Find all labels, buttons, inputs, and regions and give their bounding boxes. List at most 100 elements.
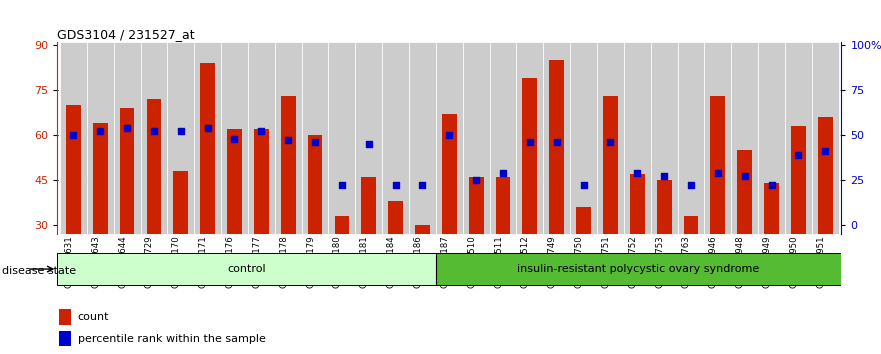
Point xyxy=(442,132,456,138)
Text: GSM156946: GSM156946 xyxy=(709,235,718,288)
FancyBboxPatch shape xyxy=(60,42,87,234)
FancyBboxPatch shape xyxy=(355,42,382,234)
FancyBboxPatch shape xyxy=(382,42,409,234)
Bar xyxy=(630,174,645,234)
Bar xyxy=(200,63,215,234)
FancyBboxPatch shape xyxy=(194,42,221,234)
Text: disease state: disease state xyxy=(2,266,76,276)
Point xyxy=(550,139,564,145)
Bar xyxy=(361,177,376,234)
Point xyxy=(711,170,725,176)
Bar xyxy=(281,96,296,234)
Point xyxy=(281,138,295,143)
Bar xyxy=(254,129,269,234)
FancyBboxPatch shape xyxy=(409,42,436,234)
FancyBboxPatch shape xyxy=(759,42,785,234)
FancyBboxPatch shape xyxy=(544,42,570,234)
Bar xyxy=(576,207,591,234)
Point xyxy=(684,182,698,188)
Text: percentile rank within the sample: percentile rank within the sample xyxy=(78,333,265,344)
FancyBboxPatch shape xyxy=(301,42,329,234)
Point xyxy=(791,152,805,158)
Text: count: count xyxy=(78,312,109,322)
Point xyxy=(576,182,590,188)
Point xyxy=(496,170,510,176)
Point xyxy=(201,125,215,131)
FancyBboxPatch shape xyxy=(811,42,839,234)
Point xyxy=(174,129,188,134)
FancyBboxPatch shape xyxy=(114,42,140,234)
Text: GSM156184: GSM156184 xyxy=(387,235,396,288)
Bar xyxy=(656,180,671,234)
Bar xyxy=(174,171,189,234)
FancyBboxPatch shape xyxy=(570,42,597,234)
FancyBboxPatch shape xyxy=(651,42,677,234)
Bar xyxy=(436,253,841,285)
FancyBboxPatch shape xyxy=(87,42,114,234)
Text: GSM156749: GSM156749 xyxy=(548,235,557,288)
Text: GSM156176: GSM156176 xyxy=(226,235,234,288)
FancyBboxPatch shape xyxy=(677,42,705,234)
FancyBboxPatch shape xyxy=(705,42,731,234)
Text: GSM156170: GSM156170 xyxy=(172,235,181,288)
Point xyxy=(362,141,376,147)
Text: GSM156753: GSM156753 xyxy=(655,235,664,288)
Text: GSM156511: GSM156511 xyxy=(494,235,503,288)
Point xyxy=(147,129,161,134)
Text: GSM156949: GSM156949 xyxy=(763,235,772,288)
Text: GSM156179: GSM156179 xyxy=(306,235,315,288)
Text: insulin-resistant polycystic ovary syndrome: insulin-resistant polycystic ovary syndr… xyxy=(517,264,759,274)
Bar xyxy=(335,216,349,234)
Text: GDS3104 / 231527_at: GDS3104 / 231527_at xyxy=(57,28,195,41)
Bar xyxy=(59,309,71,325)
Point xyxy=(522,139,537,145)
FancyBboxPatch shape xyxy=(490,42,516,234)
Point xyxy=(308,139,322,145)
Text: GSM156177: GSM156177 xyxy=(252,235,262,288)
Text: GSM156178: GSM156178 xyxy=(279,235,288,288)
Bar xyxy=(684,216,699,234)
Text: GSM156948: GSM156948 xyxy=(736,235,744,288)
Text: GSM156752: GSM156752 xyxy=(628,235,637,288)
Point xyxy=(765,182,779,188)
FancyBboxPatch shape xyxy=(329,42,355,234)
FancyBboxPatch shape xyxy=(463,42,490,234)
Bar xyxy=(307,135,322,234)
Text: GSM156950: GSM156950 xyxy=(789,235,798,288)
Bar xyxy=(764,183,779,234)
Text: GSM155631: GSM155631 xyxy=(64,235,73,288)
FancyBboxPatch shape xyxy=(275,42,301,234)
Bar xyxy=(146,99,161,234)
Text: GSM156750: GSM156750 xyxy=(574,235,583,288)
FancyBboxPatch shape xyxy=(436,42,463,234)
FancyBboxPatch shape xyxy=(731,42,759,234)
Text: GSM155729: GSM155729 xyxy=(145,235,154,288)
Text: GSM156512: GSM156512 xyxy=(521,235,529,288)
Point xyxy=(630,170,644,176)
FancyBboxPatch shape xyxy=(624,42,651,234)
Text: GSM156181: GSM156181 xyxy=(359,235,369,288)
Bar xyxy=(120,108,135,234)
Bar xyxy=(227,129,242,234)
Bar xyxy=(710,96,725,234)
Bar xyxy=(818,117,833,234)
Bar xyxy=(415,225,430,234)
Bar xyxy=(550,61,564,234)
Bar xyxy=(791,126,806,234)
FancyBboxPatch shape xyxy=(248,42,275,234)
Point xyxy=(416,182,430,188)
FancyBboxPatch shape xyxy=(516,42,544,234)
FancyBboxPatch shape xyxy=(221,42,248,234)
Bar xyxy=(66,105,81,234)
Point xyxy=(66,132,80,138)
Bar xyxy=(57,253,436,285)
Text: GSM156763: GSM156763 xyxy=(682,235,691,288)
Point xyxy=(818,148,833,154)
Text: GSM156186: GSM156186 xyxy=(413,235,423,288)
Text: GSM156171: GSM156171 xyxy=(198,235,208,288)
Bar xyxy=(469,177,484,234)
FancyBboxPatch shape xyxy=(167,42,194,234)
Bar xyxy=(603,96,618,234)
Bar xyxy=(737,150,752,234)
Point xyxy=(737,173,751,179)
